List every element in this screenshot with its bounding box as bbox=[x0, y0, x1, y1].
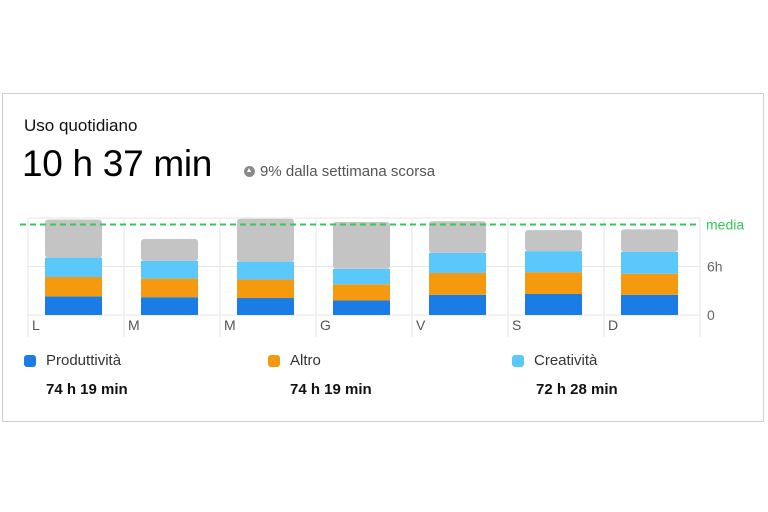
bar-segment bbox=[237, 261, 294, 280]
bar-segment bbox=[45, 277, 102, 297]
bar-segment bbox=[333, 300, 390, 315]
legend-item-produttivita: Produttività bbox=[24, 352, 121, 369]
bar-segment bbox=[333, 268, 390, 285]
bar-segment bbox=[429, 272, 486, 295]
legend-value-creativita: 72 h 28 min bbox=[536, 381, 618, 398]
bar-segment bbox=[237, 298, 294, 315]
bar-segment bbox=[525, 272, 582, 294]
bar-segment bbox=[237, 279, 294, 299]
bar-segment bbox=[45, 219, 102, 258]
legend-value-altro: 74 h 19 min bbox=[290, 381, 372, 398]
daily-total-value: 10 h 37 min bbox=[22, 143, 213, 184]
legend-swatch bbox=[512, 354, 524, 367]
bar-segment bbox=[429, 252, 486, 273]
weekly-delta: 9% dalla settimana scorsa bbox=[244, 163, 435, 180]
bar-segment bbox=[141, 239, 198, 261]
bar-segment bbox=[141, 278, 198, 298]
bar-segment bbox=[621, 251, 678, 274]
bar-segment bbox=[45, 257, 102, 278]
x-tick-label: D bbox=[608, 317, 618, 333]
bar-segment bbox=[525, 230, 582, 252]
legend-label: Altro bbox=[290, 352, 321, 369]
bar-segment bbox=[141, 297, 198, 315]
y-tick-label: 0 bbox=[707, 307, 715, 323]
average-label: media bbox=[706, 216, 744, 232]
bar-segment bbox=[621, 273, 678, 295]
y-tick-label: 6h bbox=[707, 259, 723, 275]
legend-item-creativita: Creatività bbox=[512, 352, 597, 369]
bar-segment bbox=[141, 260, 198, 279]
legend-swatch bbox=[24, 354, 36, 367]
up-arrow-circle-icon bbox=[244, 166, 255, 177]
x-tick-label: L bbox=[32, 317, 40, 333]
legend-item-altro: Altro bbox=[268, 352, 321, 369]
bar-segment bbox=[525, 293, 582, 315]
bar-segment bbox=[429, 294, 486, 315]
legend-label: Produttività bbox=[46, 352, 122, 369]
weekly-delta-text: 9% dalla settimana scorsa bbox=[260, 163, 436, 180]
x-tick-label: M bbox=[128, 317, 140, 333]
bar-segment bbox=[429, 221, 486, 253]
bar-segment bbox=[621, 294, 678, 315]
x-tick-label: V bbox=[416, 317, 426, 333]
legend-swatch bbox=[268, 354, 280, 367]
x-tick-label: G bbox=[320, 317, 331, 333]
legend-label: Creatività bbox=[534, 352, 598, 369]
legend-value-produttivita: 74 h 19 min bbox=[46, 381, 128, 398]
bar-segment bbox=[621, 229, 678, 252]
card-title: Uso quotidiano bbox=[24, 116, 138, 135]
bar-segment bbox=[45, 296, 102, 315]
bar-segment bbox=[237, 218, 294, 262]
x-tick-label: S bbox=[512, 317, 521, 333]
bar-segment bbox=[333, 284, 390, 301]
bar-segment bbox=[333, 222, 390, 269]
bar-segment bbox=[525, 251, 582, 273]
x-tick-label: M bbox=[224, 317, 236, 333]
